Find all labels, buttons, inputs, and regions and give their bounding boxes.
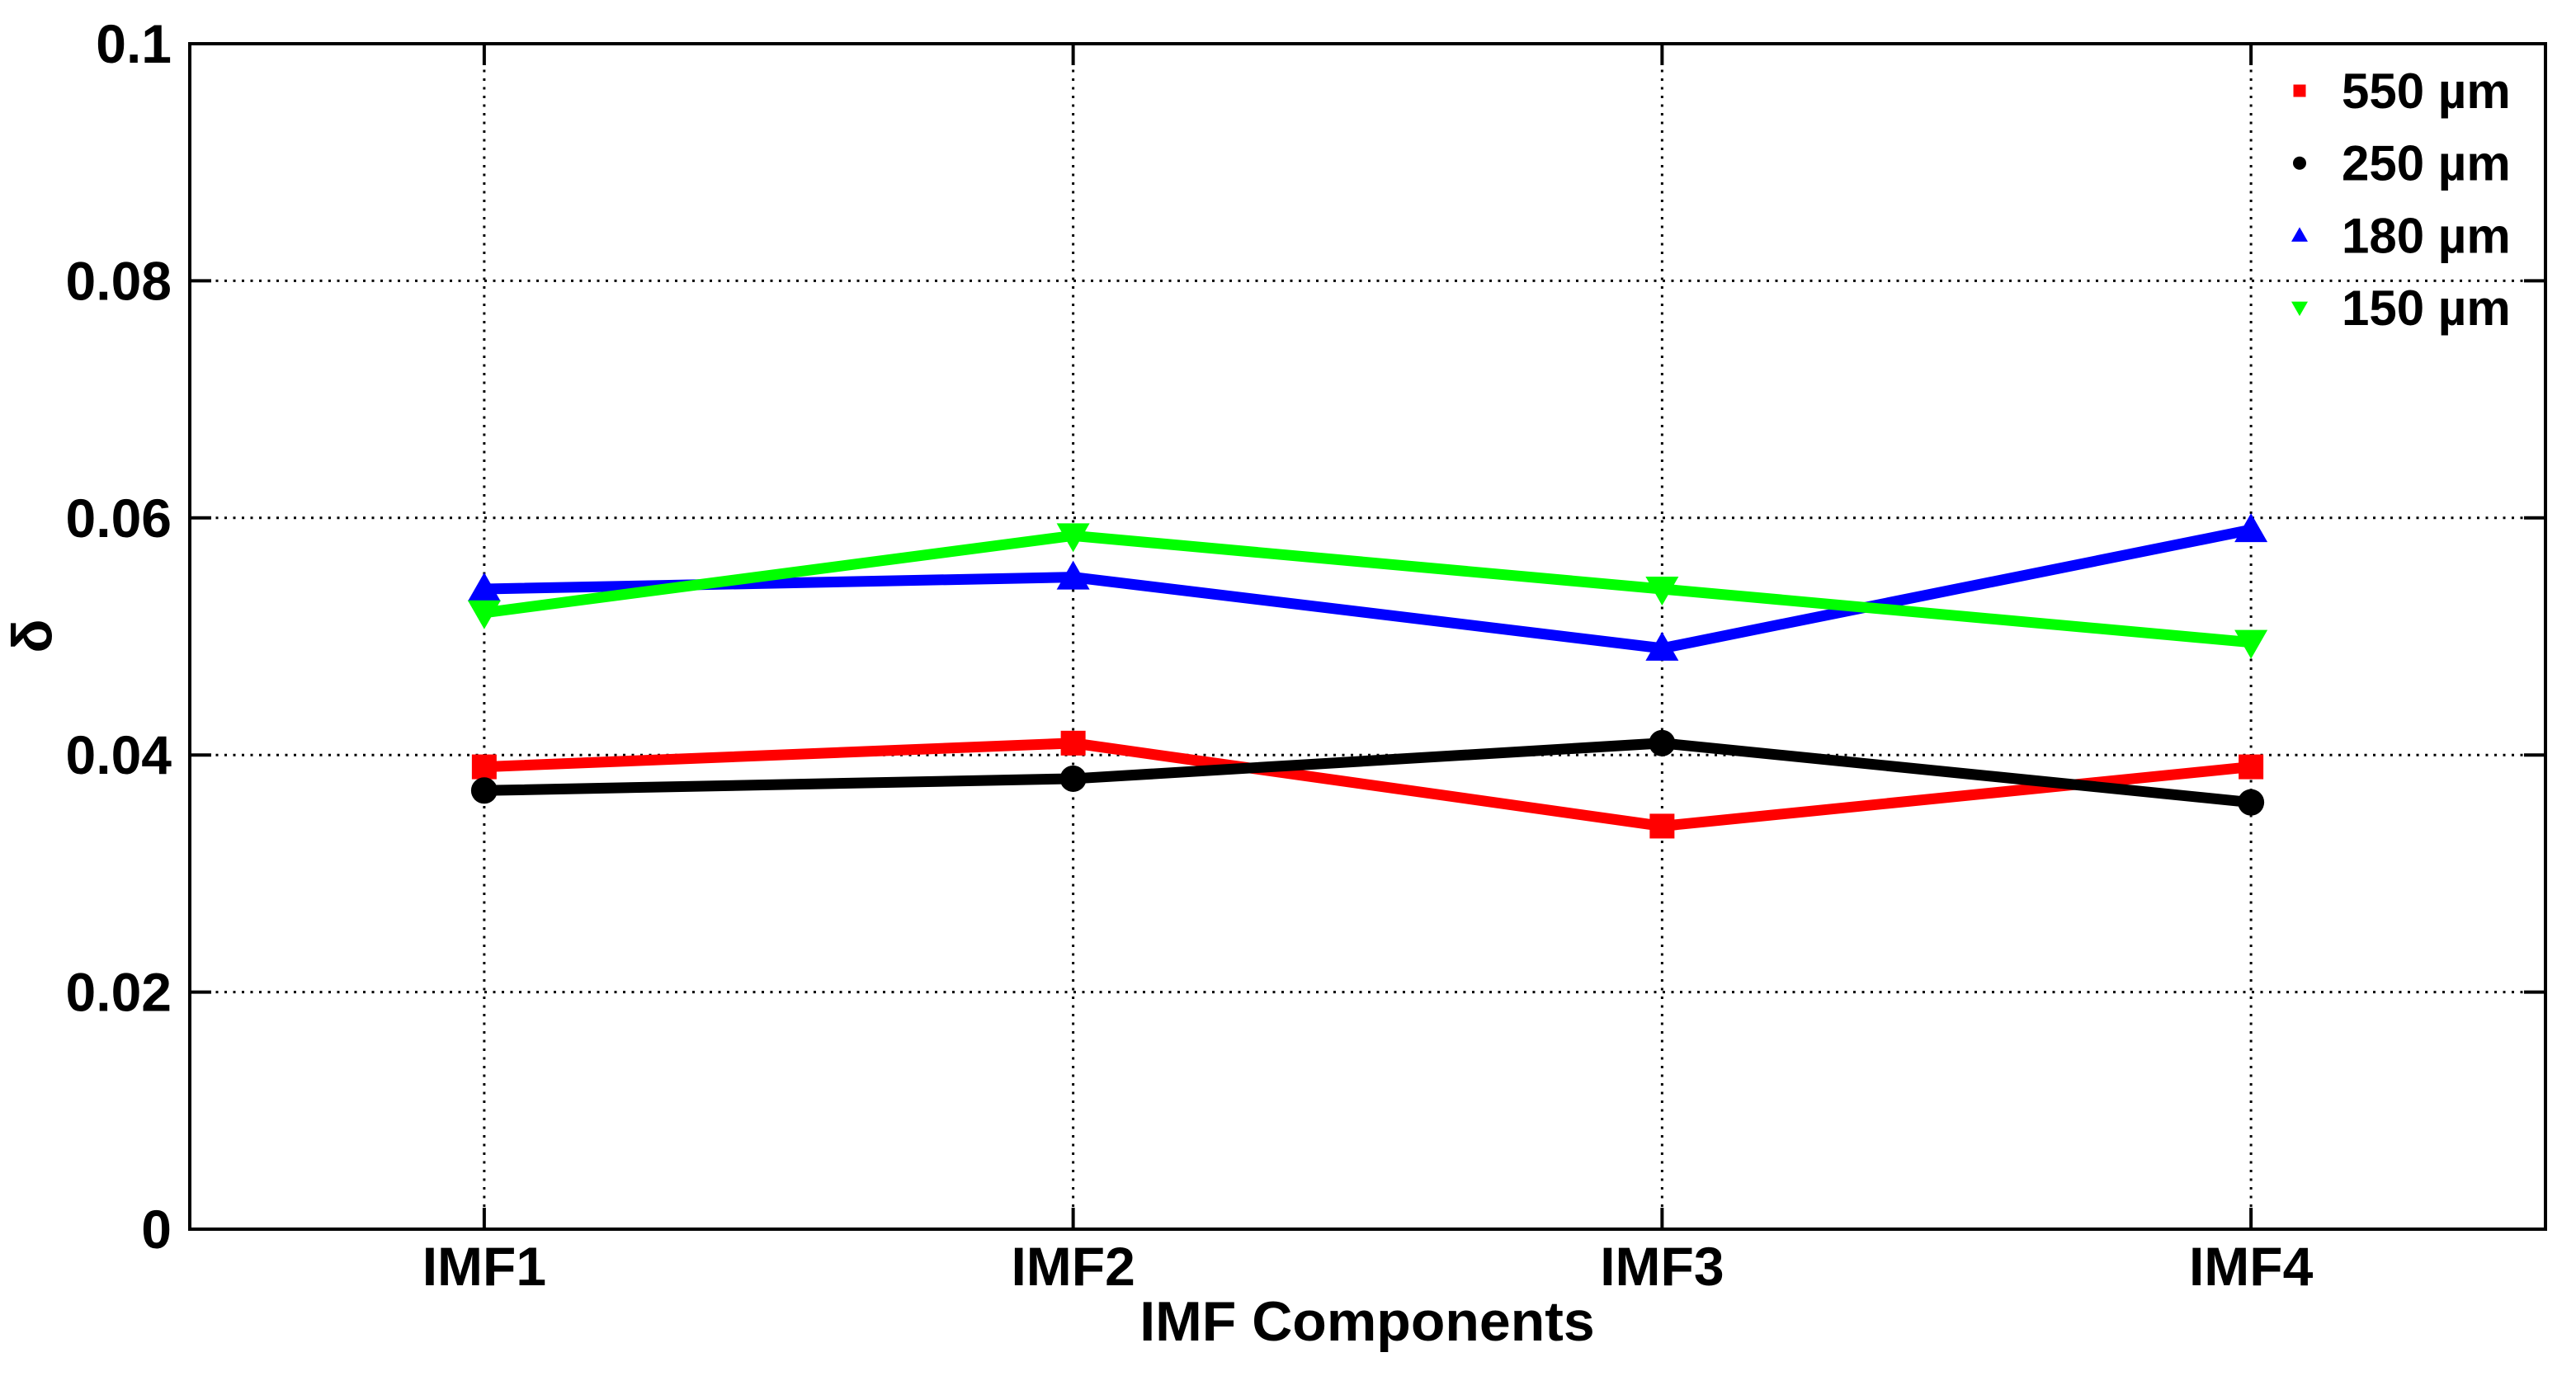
- x-axis-label: IMF Components: [1139, 1290, 1595, 1353]
- series-250m-point: [2238, 789, 2265, 816]
- legend-label: 550 µm: [2342, 64, 2511, 119]
- series-180m-line: [484, 524, 2253, 654]
- x-tick-labels: IMF1 IMF2 IMF3 IMF4: [422, 1236, 2314, 1297]
- series-550m-point: [1649, 813, 1675, 839]
- y-tick-label: 0: [141, 1199, 172, 1260]
- series-150m-point: [467, 600, 501, 629]
- axis-ticks: [190, 42, 2545, 1231]
- series-180m-point: [1056, 560, 1090, 590]
- series-250m-line: [484, 737, 2252, 808]
- series-250m-point: [1059, 765, 1087, 792]
- x-tick-label: IMF4: [2189, 1236, 2314, 1297]
- x-tick-label: IMF3: [1600, 1236, 1724, 1297]
- y-tick-label: 0.06: [66, 488, 172, 549]
- series-250m-point: [470, 777, 498, 804]
- y-axis-label: δ: [1, 619, 64, 653]
- y-tick-labels: 0 0.02 0.04 0.06 0.08 0.1: [66, 13, 172, 1260]
- legend-label: 250 µm: [2342, 136, 2511, 191]
- legend-item: 250 µm: [2293, 136, 2511, 191]
- series-550m-point: [2239, 754, 2264, 780]
- legend-marker-triangle-down: [2291, 301, 2308, 317]
- legend-marker-circle: [2293, 156, 2306, 170]
- gridlines: [190, 44, 2545, 1229]
- y-tick-label: 0.08: [66, 250, 172, 311]
- y-tick-label: 0.04: [66, 724, 172, 785]
- series-180m-point: [2234, 513, 2268, 543]
- series-150m-point: [1645, 577, 1679, 606]
- legend: 550 µm 250 µm 180 µm 150 µm: [2291, 64, 2511, 336]
- legend-item: 150 µm: [2291, 280, 2511, 336]
- y-tick-label: 0.02: [66, 962, 172, 1023]
- legend-item: 180 µm: [2291, 208, 2511, 263]
- series-550m-line: [484, 737, 2252, 832]
- x-tick-label: IMF1: [422, 1236, 546, 1297]
- series-550m-point: [1060, 730, 1086, 756]
- series-150m-line: [484, 530, 2252, 648]
- legend-item: 550 µm: [2293, 64, 2511, 119]
- series-250m-point: [1649, 729, 1676, 756]
- series-550m-point: [471, 754, 497, 780]
- x-tick-label: IMF2: [1011, 1236, 1135, 1297]
- series-180m-point: [1645, 631, 1679, 661]
- legend-label: 150 µm: [2342, 280, 2511, 336]
- data-series: [467, 513, 2268, 839]
- series-150m-point: [2234, 629, 2268, 659]
- legend-label: 180 µm: [2342, 208, 2511, 263]
- legend-marker-square: [2293, 84, 2306, 97]
- legend-marker-triangle-up: [2291, 227, 2308, 242]
- series-150m-point: [1056, 523, 1090, 553]
- y-tick-label: 0.1: [96, 13, 172, 74]
- plot-border: [188, 42, 2547, 1231]
- series-180m-point: [467, 573, 501, 602]
